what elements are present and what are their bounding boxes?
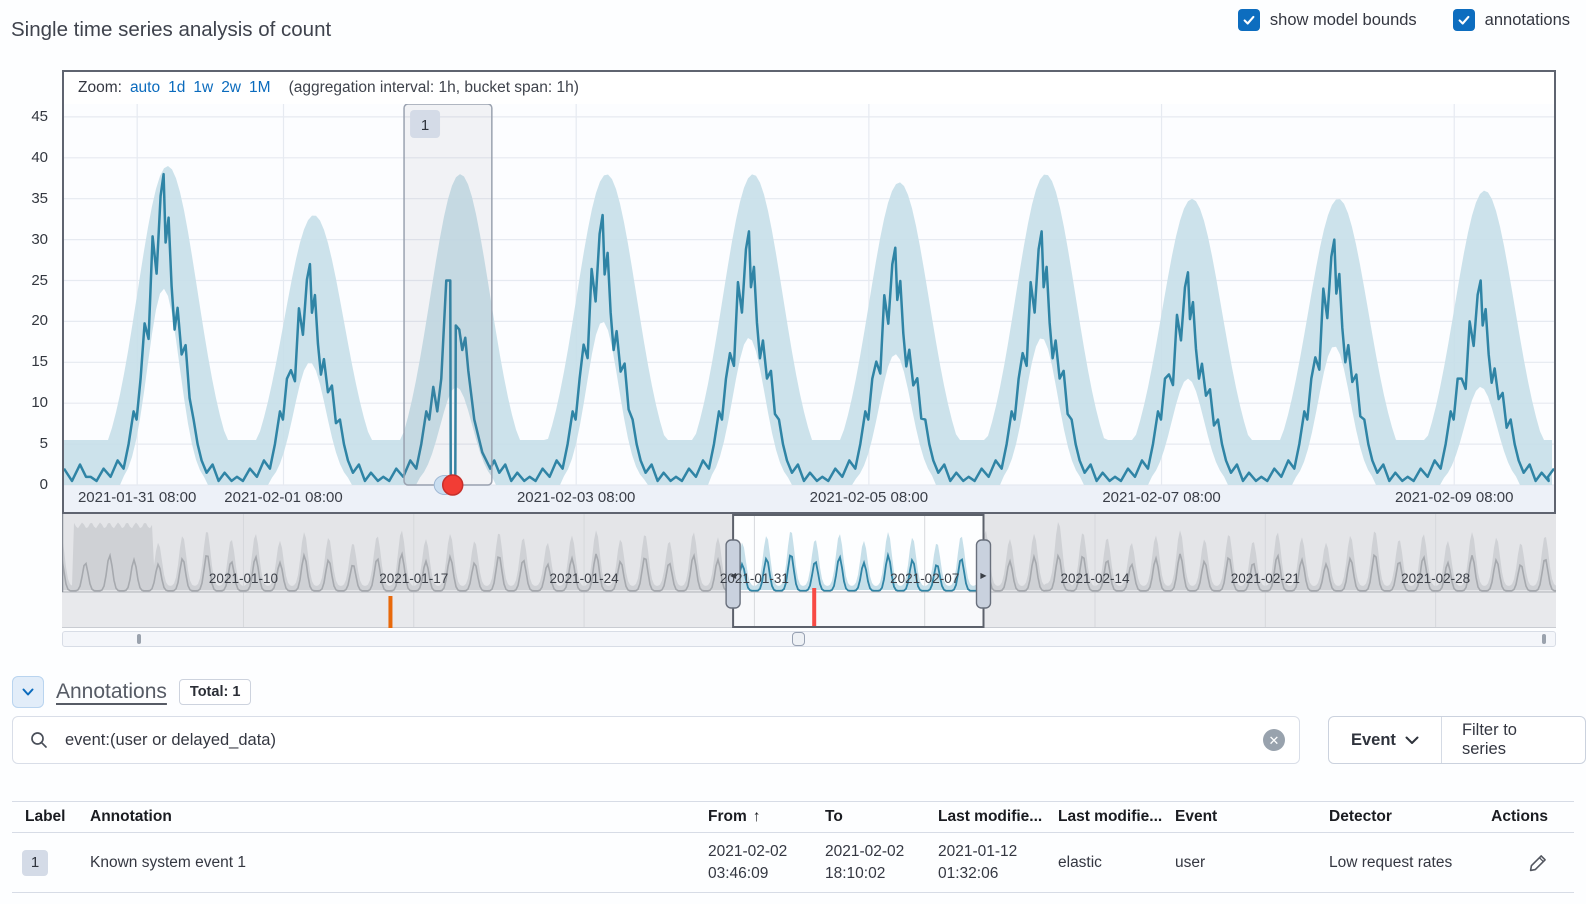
column-header-detector[interactable]: Detector — [1329, 802, 1392, 832]
show-model-bounds-checkbox[interactable]: show model bounds — [1238, 9, 1417, 31]
context-navigator-chart: ◀▶2021-01-102021-01-172021-01-242021-01-… — [62, 514, 1556, 630]
zoom-option-1d[interactable]: 1d — [168, 79, 185, 96]
show-model-bounds-label: show model bounds — [1270, 11, 1417, 30]
chevron-down-icon — [20, 684, 36, 700]
zoom-option-auto[interactable]: auto — [130, 79, 160, 96]
page-title: Single time series analysis of count — [11, 18, 331, 42]
table-header-row: Label Annotation From ↑ To Last modifie.… — [12, 801, 1574, 833]
annotations-checkbox[interactable]: annotations — [1453, 9, 1570, 31]
to-cell: 2021-02-02 18:10:02 — [825, 833, 937, 892]
clear-search-icon[interactable]: ✕ — [1263, 729, 1285, 751]
navigator-scrollbar[interactable] — [62, 631, 1556, 647]
navigator-right-handle[interactable]: ▶ — [976, 540, 990, 608]
annotations-section-header: Annotations Total: 1 — [12, 676, 251, 708]
annotations-table: Label Annotation From ↑ To Last modifie.… — [12, 801, 1574, 894]
chevron-down-icon — [1405, 736, 1419, 745]
navigator-tick-label: 2021-01-24 — [550, 571, 620, 586]
annotation-region-badge: 1 — [421, 117, 429, 134]
zoom-options: auto 1d 1w 2w 1M — [122, 79, 271, 97]
x-tick-label: 2021-02-05 08:00 — [789, 489, 949, 506]
y-tick-label: 30 — [6, 231, 48, 249]
x-tick-label: 2021-02-01 08:00 — [204, 489, 364, 506]
navigator-tick-label: 2021-02-14 — [1060, 571, 1130, 586]
y-tick-label: 5 — [6, 435, 48, 453]
y-tick-label: 40 — [6, 149, 48, 167]
checkbox-checked-icon — [1238, 9, 1260, 31]
chart-options-toolbar: show model bounds annotations — [1238, 9, 1570, 31]
y-tick-label: 25 — [6, 272, 48, 290]
event-filter-dropdown[interactable]: Event — [1329, 717, 1441, 763]
event-dropdown-label: Event — [1351, 731, 1396, 750]
from-cell: 2021-02-02 03:46:09 — [708, 833, 820, 892]
pencil-icon — [1528, 853, 1548, 873]
navigator-tick-label: 2021-01-31 — [720, 571, 789, 586]
filter-to-series-button[interactable]: Filter to series — [1442, 717, 1585, 763]
search-input[interactable] — [63, 730, 1263, 751]
zoom-label: Zoom: — [78, 79, 122, 97]
collapse-section-button[interactable] — [12, 676, 44, 708]
last-modified-by-cell: elastic — [1058, 833, 1102, 892]
table-row[interactable]: 1 Known system event 1 2021-02-02 03:46:… — [12, 833, 1574, 893]
column-header-actions: Actions — [1491, 802, 1548, 832]
zoom-bar: Zoom: auto 1d 1w 2w 1M (aggregation interval… — [64, 72, 1554, 104]
annotations-filter-controls: Event Filter to series — [1328, 716, 1586, 764]
zoom-option-1M[interactable]: 1M — [249, 79, 271, 96]
scrollbar-right-endcap[interactable] — [1542, 634, 1546, 644]
event-cell: user — [1175, 833, 1205, 892]
x-tick-label: 2021-01-31 08:00 — [57, 489, 217, 506]
column-header-annotation[interactable]: Annotation — [90, 802, 172, 832]
svg-text:▶: ▶ — [980, 571, 987, 580]
y-tick-label: 10 — [6, 394, 48, 412]
sort-ascending-icon: ↑ — [753, 808, 761, 826]
anomaly-marker-dot[interactable] — [443, 475, 463, 495]
search-icon — [29, 730, 49, 750]
aggregation-note: (aggregation interval: 1h, bucket span: … — [289, 79, 579, 97]
edit-annotation-button[interactable] — [1528, 833, 1548, 892]
annotations-checkbox-label: annotations — [1485, 11, 1570, 30]
y-tick-label: 15 — [6, 353, 48, 371]
from-header-label: From — [708, 808, 747, 826]
last-modified-date-cell: 2021-01-12 01:32:06 — [938, 833, 1050, 892]
annotations-search-bar: ✕ — [12, 716, 1300, 764]
zoom-option-1w[interactable]: 1w — [193, 79, 213, 96]
y-tick-label: 20 — [6, 312, 48, 330]
main-timeseries-chart: 1 — [64, 104, 1554, 512]
y-tick-label: 45 — [6, 108, 48, 126]
scrollbar-handle[interactable] — [792, 632, 805, 646]
column-header-from[interactable]: From ↑ — [708, 802, 761, 832]
navigator-tick-label: 2021-02-07 — [890, 571, 959, 586]
navigator-tick-label: 2021-01-17 — [379, 571, 448, 586]
zoom-option-2w[interactable]: 2w — [221, 79, 241, 96]
column-header-last-modified-date[interactable]: Last modifie... — [938, 802, 1042, 832]
column-header-event[interactable]: Event — [1175, 802, 1217, 832]
y-tick-label: 0 — [6, 476, 48, 494]
navigator-tick-label: 2021-02-21 — [1231, 571, 1300, 586]
annotation-region-1[interactable] — [404, 104, 492, 485]
annotations-total-badge: Total: 1 — [179, 679, 251, 705]
navigator-annotation-mark[interactable] — [388, 596, 392, 628]
column-header-last-modified-by[interactable]: Last modifie... — [1058, 802, 1162, 832]
column-header-to[interactable]: To — [825, 802, 843, 832]
checkbox-checked-icon — [1453, 9, 1475, 31]
x-tick-label: 2021-02-03 08:00 — [496, 489, 656, 506]
navigator-tick-label: 2021-02-28 — [1401, 571, 1470, 586]
y-tick-label: 35 — [6, 190, 48, 208]
column-header-label[interactable]: Label — [25, 802, 65, 832]
navigator-tick-label: 2021-01-10 — [209, 571, 278, 586]
scrollbar-left-endcap[interactable] — [137, 634, 141, 644]
navigator-annotation-mark[interactable] — [812, 588, 816, 627]
detector-cell: Low request rates — [1329, 833, 1452, 892]
annotation-cell: Known system event 1 — [90, 833, 246, 892]
annotations-heading[interactable]: Annotations — [56, 680, 167, 704]
x-tick-label: 2021-02-07 08:00 — [1082, 489, 1242, 506]
x-tick-label: 2021-02-09 08:00 — [1374, 489, 1534, 506]
annotation-label-badge: 1 — [22, 833, 48, 892]
